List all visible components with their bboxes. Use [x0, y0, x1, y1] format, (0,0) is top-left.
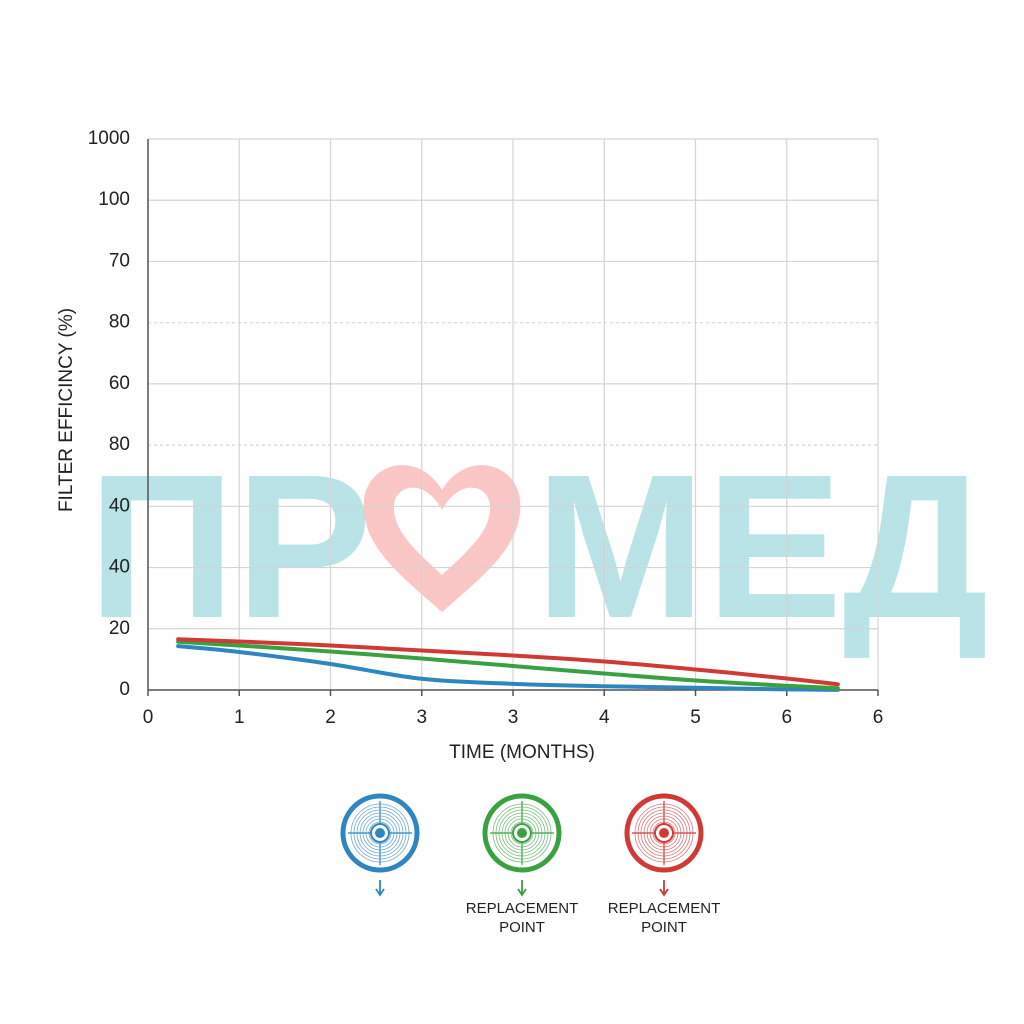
- x-tick-label: 4: [599, 707, 610, 728]
- legend-label: REPLACEMENT: [608, 900, 721, 917]
- y-tick-label: 80: [109, 312, 130, 333]
- legend-arrow: [659, 880, 669, 897]
- series-line: [176, 644, 840, 692]
- x-tick-label: 3: [508, 707, 519, 728]
- y-tick-label: 1000: [88, 128, 130, 149]
- x-tick-label: 6: [781, 707, 792, 728]
- watermark: ПР МЕД: [88, 432, 989, 661]
- x-axis-title: TIME (MONTHS): [449, 742, 595, 763]
- y-tick-label: 40: [109, 495, 130, 516]
- legend-label: POINT: [499, 919, 545, 936]
- legend-icon-dot: [517, 828, 527, 838]
- y-tick-label: 100: [98, 189, 130, 210]
- x-tick-label: 5: [690, 707, 701, 728]
- legend-arrow: [517, 880, 527, 897]
- y-tick-label: 0: [119, 679, 130, 700]
- watermark-heart: [363, 465, 521, 612]
- legend-icon-dot: [659, 828, 669, 838]
- series-line: [176, 639, 840, 691]
- legend-arrow: [375, 880, 385, 897]
- legend-label: REPLACEMENT: [466, 900, 579, 917]
- x-tick-label: 2: [325, 707, 336, 728]
- watermark-text: МЕД: [535, 432, 989, 661]
- legend-icon-dot: [375, 828, 385, 838]
- y-tick-label: 20: [109, 618, 130, 639]
- x-tick-label: 3: [416, 707, 427, 728]
- legend-item: REPLACEMENT POINT: [608, 793, 721, 936]
- x-tick-label: 6: [873, 707, 884, 728]
- x-tick-label: 0: [143, 707, 154, 728]
- legend-item: REPLACEMENT POINT: [466, 793, 579, 936]
- y-tick-label: 80: [109, 434, 130, 455]
- legend-item: [340, 793, 420, 897]
- watermark-text: ПР: [88, 432, 372, 661]
- y-tick-label: 40: [109, 557, 130, 578]
- x-tick-label: 1: [234, 707, 245, 728]
- y-tick-label: 60: [109, 373, 130, 394]
- legend-label: POINT: [641, 919, 687, 936]
- series-line: [176, 637, 840, 687]
- y-axis-title: FILTER EFFICINCY (%): [56, 308, 77, 512]
- y-tick-label: 70: [109, 250, 130, 271]
